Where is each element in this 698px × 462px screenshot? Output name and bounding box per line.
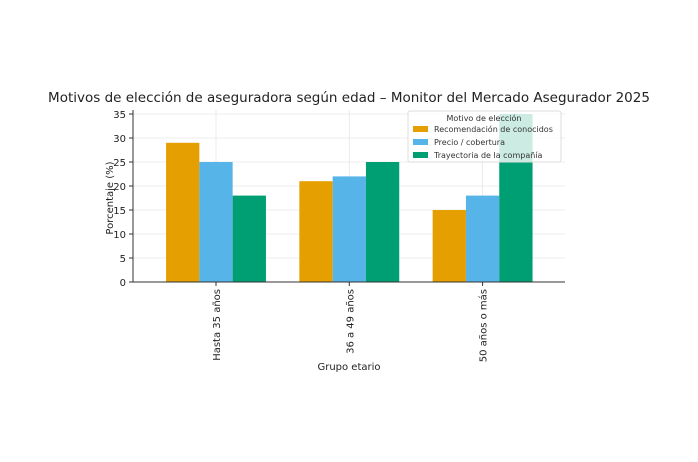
y-tick-label: 30 — [113, 134, 126, 145]
y-tick-label: 20 — [113, 182, 126, 193]
chart-title: Motivos de elección de aseguradora según… — [48, 90, 650, 106]
x-tick-label: 36 a 49 años — [345, 289, 356, 354]
legend-entry: Recomendación de conocidos — [434, 124, 553, 134]
x-tick-label: Hasta 35 años — [212, 289, 223, 361]
legend-entry: Precio / cobertura — [434, 138, 505, 147]
bar-0-0 — [166, 142, 200, 282]
bar-0-1 — [299, 181, 333, 282]
legend-title: Motivo de elección — [447, 113, 522, 123]
bar-2-0 — [232, 195, 266, 282]
y-tick-label: 0 — [120, 278, 126, 289]
y-tick-label: 15 — [113, 206, 126, 217]
bar-1-2 — [465, 195, 500, 282]
bar-1-1 — [332, 176, 366, 282]
legend-swatch — [413, 139, 428, 145]
legend: Motivo de elección Recomendación de cono… — [407, 110, 562, 163]
y-axis-label: Porcentaje (%) — [105, 161, 116, 234]
legend-swatch — [413, 152, 428, 158]
bars — [166, 114, 533, 282]
y-tick-label: 10 — [113, 230, 126, 241]
y-tick-label: 25 — [113, 158, 126, 169]
x-tick-label: 50 años o más — [478, 289, 490, 362]
bar-0-2 — [432, 210, 466, 282]
legend-box — [407, 110, 562, 163]
bar-1-0 — [199, 162, 233, 282]
x-axis-label: Grupo etario — [317, 362, 380, 373]
bar-2-1 — [365, 162, 400, 282]
axes: 0 5 10 15 20 25 30 35 Hasta 35 años 36 a 49 años 5… — [113, 110, 565, 362]
y-tick-label: 35 — [113, 110, 126, 121]
legend-entry: Trayectoria de la compañía — [433, 151, 543, 160]
legend-swatch — [413, 126, 428, 132]
y-tick-label: 5 — [120, 254, 126, 265]
